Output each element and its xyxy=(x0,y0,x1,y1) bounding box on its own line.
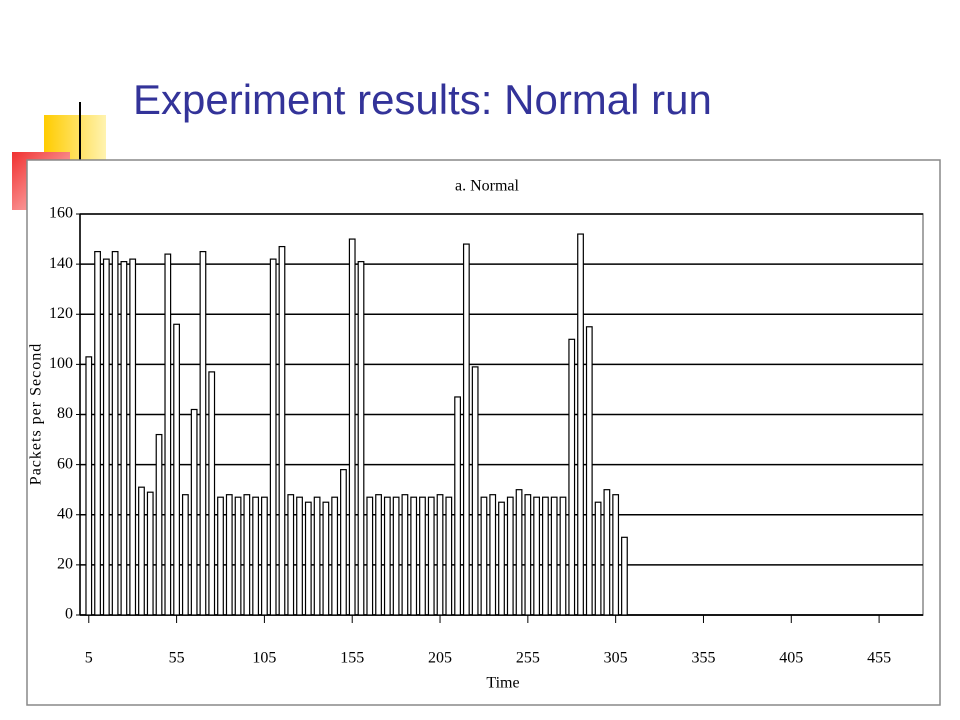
y-tick-label: 20 xyxy=(57,556,73,573)
bar xyxy=(401,494,409,616)
bar xyxy=(287,494,295,616)
bar xyxy=(173,323,180,616)
bar xyxy=(146,491,154,616)
bar xyxy=(85,356,93,616)
bar xyxy=(190,408,198,616)
bar xyxy=(392,496,400,616)
y-tick-label: 140 xyxy=(49,255,73,272)
bar xyxy=(94,250,101,616)
bar xyxy=(181,494,189,616)
bar xyxy=(366,496,374,616)
x-tick-label: 155 xyxy=(340,650,364,667)
x-tick-label: 255 xyxy=(516,650,540,667)
bar xyxy=(383,496,391,616)
bar xyxy=(568,338,576,616)
bar xyxy=(199,250,207,616)
bar xyxy=(506,496,514,616)
y-tick-label: 40 xyxy=(57,505,73,522)
x-tick-label: 55 xyxy=(169,650,185,667)
x-tick-label: 305 xyxy=(604,650,628,667)
bar xyxy=(331,496,339,616)
bar xyxy=(454,396,461,616)
y-tick-label: 120 xyxy=(49,305,73,322)
bar xyxy=(427,496,435,616)
bar xyxy=(313,496,321,616)
bar xyxy=(612,494,620,616)
y-tick-label: 80 xyxy=(57,405,73,422)
bar xyxy=(357,261,365,616)
bar xyxy=(375,494,382,616)
bar xyxy=(261,496,268,616)
bar xyxy=(120,261,128,616)
y-tick-label: 100 xyxy=(49,355,73,372)
bar xyxy=(138,486,145,616)
bar xyxy=(322,501,330,616)
bar xyxy=(208,371,216,616)
bar xyxy=(542,496,549,616)
bar xyxy=(304,501,312,616)
x-tick-label: 105 xyxy=(252,650,276,667)
slide-title: Experiment results: Normal run xyxy=(133,76,712,123)
y-axis-label: Packets per Second xyxy=(28,343,45,485)
bar xyxy=(445,496,453,616)
x-tick-label: 455 xyxy=(867,650,891,667)
bar xyxy=(471,366,479,616)
bar xyxy=(489,494,497,616)
bar xyxy=(102,258,110,616)
bar xyxy=(234,496,242,616)
bar xyxy=(419,496,426,616)
bar xyxy=(533,496,541,616)
bar xyxy=(550,496,558,616)
bar xyxy=(217,496,224,616)
x-tick-label: 5 xyxy=(85,650,93,667)
bar xyxy=(129,258,137,616)
bar xyxy=(296,496,303,616)
bar xyxy=(436,494,444,616)
y-tick-label: 160 xyxy=(49,205,73,222)
bar xyxy=(252,496,260,616)
bar xyxy=(243,494,251,616)
bar xyxy=(278,245,286,616)
bar xyxy=(559,496,567,616)
x-tick-label: 205 xyxy=(428,650,452,667)
x-tick-label: 355 xyxy=(691,650,715,667)
bar xyxy=(164,253,172,616)
y-tick-label: 60 xyxy=(57,455,73,472)
bar xyxy=(462,243,470,616)
bar xyxy=(155,433,163,616)
bar xyxy=(594,501,602,616)
bar xyxy=(348,238,356,616)
x-axis-label: Time xyxy=(486,675,519,692)
bar xyxy=(480,496,488,616)
bar xyxy=(577,233,584,616)
y-tick-label: 0 xyxy=(65,606,73,623)
bar xyxy=(225,494,233,616)
bar xyxy=(621,536,628,616)
bar xyxy=(340,469,347,616)
bar xyxy=(515,489,523,616)
bar xyxy=(524,494,532,616)
bar xyxy=(269,258,277,616)
bar xyxy=(410,496,418,616)
bar xyxy=(498,501,505,616)
x-tick-label: 405 xyxy=(779,650,803,667)
bar xyxy=(111,250,119,616)
bar xyxy=(603,489,611,616)
chart-title: a. Normal xyxy=(455,178,520,195)
bar xyxy=(585,326,593,616)
